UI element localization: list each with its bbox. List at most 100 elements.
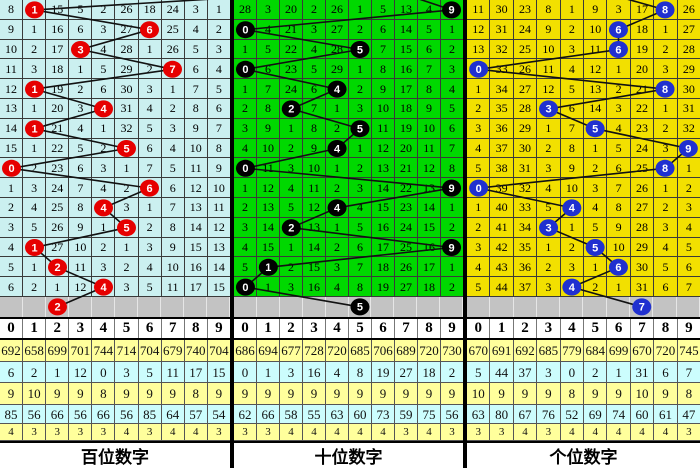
digit-cell: 2: [92, 0, 116, 20]
digit-cell: [607, 39, 631, 60]
stats-cell: 64: [161, 404, 185, 425]
digit-cell: [467, 178, 491, 198]
trend-row: 5 38 31 3 9 2 6 25 1: [467, 158, 700, 179]
digit-cell: 1: [654, 19, 678, 40]
digit-header-cell: 1: [257, 318, 280, 339]
stats-cell: 58: [280, 404, 303, 425]
trend-row: 33 26 11 4 12 1 20 3 29: [467, 59, 700, 80]
digit-header-cell: 3: [537, 318, 561, 339]
digit-cell: 14: [372, 178, 395, 198]
units-panel-label: 个位数字: [467, 441, 700, 468]
digit-cell: 9: [303, 138, 326, 159]
tens-panel-label: 十位数字: [234, 441, 463, 468]
digit-cell: 12: [303, 197, 326, 218]
digit-cell: [326, 197, 349, 218]
digit-cell: 2: [280, 138, 303, 159]
stats-cell: 9: [207, 383, 230, 405]
digit-cell: 10: [184, 138, 208, 159]
digit-cell: [653, 296, 677, 317]
digit-cell: 10: [0, 39, 24, 60]
stats-cell: 4: [513, 424, 538, 442]
digit-cell: 17: [46, 39, 70, 60]
digit-cell: 2: [441, 39, 463, 60]
digit-header-cell: 2: [46, 318, 70, 339]
digit-cell: 21: [46, 118, 70, 139]
digit-cell: [607, 19, 631, 40]
digit-cell: 12: [537, 79, 561, 99]
digit-cell: 2: [207, 19, 230, 40]
stats-cell: 9: [441, 383, 463, 405]
stats-cell: 63: [467, 404, 491, 425]
digit-cell: 16: [395, 59, 418, 80]
digit-cell: [138, 19, 162, 40]
digit-cell: 2: [326, 178, 349, 198]
stats-cell: 684: [584, 340, 608, 362]
digit-cell: 9: [69, 217, 93, 238]
stats-row-1: 5 44 37 3 0 2 1 31 6 7: [467, 361, 700, 384]
digit-cell: 13: [372, 158, 395, 179]
digit-cell: 2: [138, 59, 162, 80]
stats-cell: 61: [654, 404, 678, 425]
digit-cell: 1: [280, 237, 303, 258]
digit-cell: 7: [677, 277, 700, 297]
stats-cell: 9: [490, 383, 514, 405]
trend-row: 13 1 20 3 31 4 2 8 6: [0, 98, 230, 119]
digit-cell: [441, 178, 463, 198]
digit-cell: [394, 296, 418, 317]
trend-row: 2 8 7 1 3 10 18 9 5: [234, 98, 463, 119]
digit-cell: 9: [257, 118, 280, 139]
digit-cell: 3: [0, 217, 24, 238]
digit-cell: 4: [69, 118, 93, 139]
digit-cell: 4: [349, 197, 372, 218]
digit-header-cell: 5: [584, 318, 608, 339]
stats-cell: 9: [69, 383, 93, 405]
stats-cell: 66: [92, 404, 116, 425]
stats-cell: 66: [46, 404, 70, 425]
digit-cell: 3: [92, 19, 116, 40]
digit-cell: 8: [560, 138, 585, 159]
stats-cell: 60: [630, 404, 655, 425]
digit-cell: 8: [0, 0, 24, 20]
digit-cell: 1: [92, 118, 116, 139]
stats-row-3: 63 80 67 76 52 69 74 60 61 47: [467, 404, 700, 425]
digit-cell: 7: [560, 118, 585, 139]
digit-cell: 7: [184, 79, 208, 99]
stats-row-0: 686 694 677 728 720 685 706 689 720 730: [234, 340, 463, 362]
digit-cell: 25: [630, 158, 655, 179]
digit-cell: 4: [303, 39, 326, 60]
stats-cell: 31: [630, 361, 655, 384]
digit-cell: 2: [234, 197, 257, 218]
digit-cell: 5: [441, 98, 463, 119]
digit-cell: 27: [677, 19, 700, 40]
digit-cell: 1: [326, 217, 349, 238]
stats-cell: 699: [46, 340, 70, 362]
stats-cell: 685: [537, 340, 561, 362]
stats-cell: 686: [234, 340, 257, 362]
digit-cell: [325, 296, 349, 317]
digit-cell: 28: [513, 98, 538, 119]
stats-cell: 2: [23, 361, 47, 384]
digit-header-cell: 6: [372, 318, 395, 339]
digit-cell: 16: [46, 19, 70, 40]
digit-cell: 5: [69, 0, 93, 20]
digit-cell: 11: [0, 59, 24, 80]
digit-cell: 23: [630, 118, 655, 139]
digit-cell: 17: [184, 277, 208, 297]
digit-cell: 3: [115, 277, 139, 297]
digit-cell: 19: [46, 79, 70, 99]
stats-cell: 740: [184, 340, 208, 362]
panel-divider: [230, 0, 234, 468]
digit-cell: 5: [207, 79, 230, 99]
digit-cell: 3: [138, 79, 162, 99]
digit-cell: [161, 59, 185, 80]
digit-cell: 18: [395, 98, 418, 119]
digit-cell: 6: [207, 98, 230, 119]
trend-row: 1 3 16 4 8 19 27 18 2: [234, 277, 463, 297]
digit-cell: 4: [280, 178, 303, 198]
digit-cell: 1: [138, 39, 162, 60]
digit-cell: 3: [467, 237, 491, 258]
digit-cell: 4: [23, 197, 47, 218]
digit-cell: 23: [395, 197, 418, 218]
